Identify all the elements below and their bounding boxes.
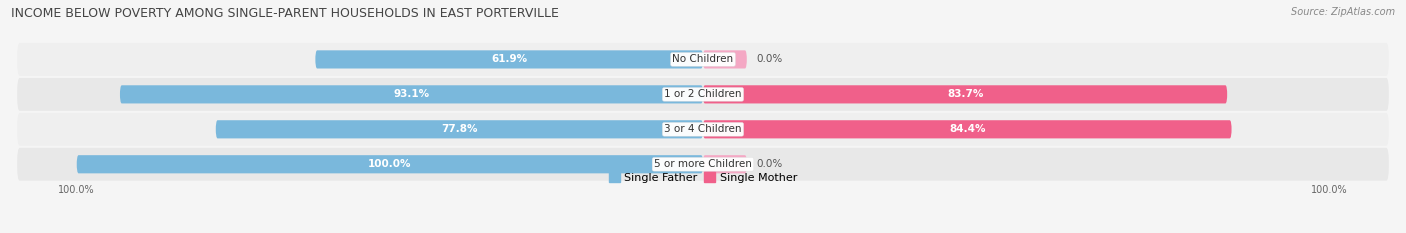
FancyBboxPatch shape	[17, 43, 1389, 76]
Text: 0.0%: 0.0%	[756, 159, 783, 169]
Text: 0.0%: 0.0%	[756, 55, 783, 64]
Text: 5 or more Children: 5 or more Children	[654, 159, 752, 169]
FancyBboxPatch shape	[703, 120, 1232, 138]
Text: No Children: No Children	[672, 55, 734, 64]
Text: Source: ZipAtlas.com: Source: ZipAtlas.com	[1291, 7, 1395, 17]
FancyBboxPatch shape	[17, 113, 1389, 146]
FancyBboxPatch shape	[703, 85, 1227, 103]
Text: 83.7%: 83.7%	[946, 89, 983, 99]
Text: 3 or 4 Children: 3 or 4 Children	[664, 124, 742, 134]
Text: 77.8%: 77.8%	[441, 124, 478, 134]
Legend: Single Father, Single Mother: Single Father, Single Mother	[605, 168, 801, 187]
Text: 100.0%: 100.0%	[368, 159, 412, 169]
Text: INCOME BELOW POVERTY AMONG SINGLE-PARENT HOUSEHOLDS IN EAST PORTERVILLE: INCOME BELOW POVERTY AMONG SINGLE-PARENT…	[11, 7, 560, 20]
FancyBboxPatch shape	[17, 148, 1389, 181]
Text: 1 or 2 Children: 1 or 2 Children	[664, 89, 742, 99]
Text: 84.4%: 84.4%	[949, 124, 986, 134]
FancyBboxPatch shape	[315, 50, 703, 69]
FancyBboxPatch shape	[215, 120, 703, 138]
Text: 93.1%: 93.1%	[394, 89, 429, 99]
FancyBboxPatch shape	[17, 78, 1389, 111]
FancyBboxPatch shape	[703, 50, 747, 69]
FancyBboxPatch shape	[703, 155, 747, 173]
FancyBboxPatch shape	[120, 85, 703, 103]
Text: 61.9%: 61.9%	[491, 55, 527, 64]
FancyBboxPatch shape	[77, 155, 703, 173]
